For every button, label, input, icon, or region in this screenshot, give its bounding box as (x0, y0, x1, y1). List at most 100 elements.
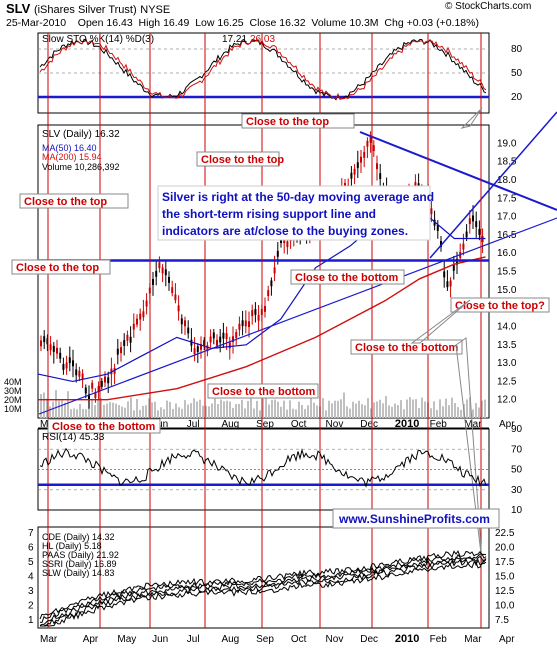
volume-bar (259, 410, 261, 418)
volume-bar (403, 409, 405, 418)
price-candle-body (120, 347, 122, 354)
volume-bar (391, 406, 393, 418)
cmp-right-tick: 12.5 (495, 586, 515, 597)
volume-bar (157, 410, 159, 418)
stockcharts-credit: © StockCharts.com (445, 1, 532, 12)
declining-resistance-line (359, 131, 557, 211)
volume-bar (352, 401, 354, 418)
sto-k-line (39, 38, 487, 101)
volume-bar (367, 398, 369, 418)
rsi-tick-label: 90 (511, 424, 523, 435)
volume-tick-label: 30M (4, 386, 22, 396)
rsi-legend: RSI(14) 45.33 (42, 432, 105, 443)
price-legend-slv: SLV (Daily) 16.32 (42, 129, 120, 140)
price-candle-body (209, 336, 212, 343)
volume-bar (394, 403, 396, 418)
long-term-support-line (38, 217, 557, 415)
cmp-month-label: Mar (40, 634, 58, 645)
price-candle-body (132, 323, 135, 330)
volume-bar (166, 400, 168, 418)
price-candle-body (478, 228, 481, 235)
ohlc-line: 25-Mar-2010 Open 16.43 High 16.49 Low 16… (6, 17, 479, 29)
annotation-label: Close to the bottom (212, 386, 315, 398)
price-candle-body (81, 373, 84, 380)
volume-bar (406, 399, 408, 418)
price-candle-body (40, 340, 42, 347)
volume-bar (361, 404, 363, 418)
volume-bar (217, 404, 219, 418)
price-candle-body (126, 334, 129, 341)
ma200-line (38, 256, 486, 401)
cmp-month-label: Jul (187, 634, 200, 645)
volume-bar (460, 409, 462, 418)
volume-bar (307, 405, 309, 418)
volume-bar (424, 401, 426, 418)
price-candle-body (91, 382, 94, 389)
price-candle-body (97, 385, 100, 392)
commentary-box (157, 185, 431, 241)
volume-bar (148, 398, 150, 418)
price-candle-body (462, 243, 465, 250)
volume-bar (190, 403, 192, 418)
annotation-label: Close to the top (16, 262, 99, 274)
volume-bar (82, 409, 84, 418)
price-month-label: Mar (464, 419, 482, 430)
cmp-month-label: Feb (430, 634, 448, 645)
annotation-box (241, 113, 355, 129)
price-candle-body (46, 338, 49, 345)
volume-bar (283, 400, 285, 418)
annotation-box (350, 339, 463, 355)
close-value: 16.32 (279, 17, 306, 29)
cmp-month-label: Aug (221, 634, 239, 645)
volume-bar (454, 402, 456, 418)
volume-bar (337, 400, 339, 418)
volume-bar (316, 405, 318, 418)
cmp-left-tick: 5 (28, 557, 34, 568)
price-candle-body (452, 264, 455, 271)
cmp-left-tick: 3 (28, 586, 34, 597)
price-candle-body (366, 140, 369, 147)
volume-bar (250, 398, 252, 418)
price-candle-body (187, 327, 190, 334)
cmp-right-tick: 7.5 (495, 615, 509, 626)
price-candle-body (100, 380, 103, 387)
volume-bar (388, 405, 390, 418)
price-candle-body (78, 370, 81, 377)
cmp-month-label: Jun (152, 634, 168, 645)
volume-bar (385, 396, 387, 418)
price-candle-body (65, 362, 68, 369)
cmp-month-label: May (117, 634, 136, 645)
price-tick-label: 12.5 (497, 376, 517, 387)
price-candle-body (449, 280, 452, 287)
price-tick-label: 16.0 (497, 248, 517, 259)
volume-bar (280, 406, 282, 418)
volume-bar (40, 394, 42, 418)
price-month-label: Dec (360, 419, 378, 430)
volume-bar (286, 409, 288, 418)
open-label: Open (77, 17, 104, 29)
volume-bar (43, 392, 45, 418)
chart-title-line: SLV (iShares Silver Trust) NYSE (6, 1, 170, 16)
price-candle-body (180, 318, 183, 325)
price-candle-body (75, 369, 78, 376)
volume-bar (421, 397, 423, 418)
price-candle-body (414, 182, 417, 188)
volume-bar (151, 402, 153, 418)
cmp-right-tick: 17.5 (495, 557, 515, 568)
rsi-tick-label: 70 (511, 444, 523, 455)
volume-bar (199, 399, 201, 418)
price-tick-label: 15.0 (497, 285, 517, 296)
annotation-box (450, 297, 550, 313)
price-candle-body (164, 269, 167, 276)
price-candle-body (254, 309, 257, 315)
volume-bar (268, 404, 270, 418)
price-tick-label: 16.5 (497, 230, 517, 241)
volume-bar (91, 398, 93, 418)
commentary-line: the short-term rising support line and (162, 207, 376, 221)
price-candle-body (433, 219, 436, 226)
volume-bar (112, 402, 114, 418)
volume-bar (295, 409, 297, 418)
price-tick-label: 18.0 (497, 175, 517, 186)
price-candle-body (161, 267, 164, 274)
